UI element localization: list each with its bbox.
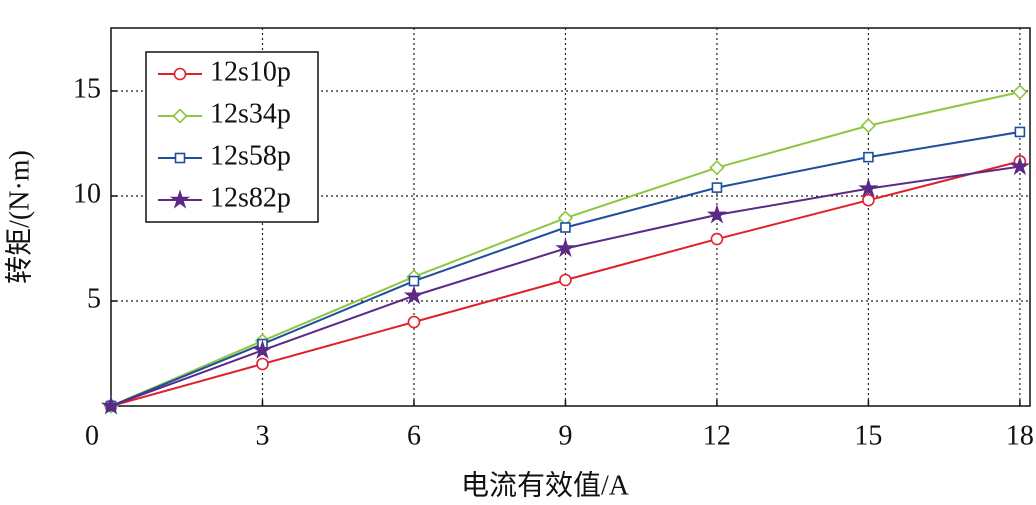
marker	[862, 193, 875, 207]
marker	[860, 118, 877, 134]
plot-frame	[110, 27, 1031, 407]
x-tick-label: 0	[85, 420, 99, 451]
y-tick-label: 15	[73, 73, 101, 104]
marker	[408, 275, 420, 287]
marker	[555, 237, 576, 258]
marker	[858, 178, 879, 198]
legend-label: 12s10p	[210, 56, 291, 87]
x-tick-label: 12	[703, 420, 731, 451]
marker	[1014, 126, 1026, 138]
marker	[1009, 155, 1031, 176]
legend-marker	[169, 189, 191, 209]
marker	[407, 315, 421, 329]
marker	[100, 395, 122, 415]
legend-marker	[173, 67, 187, 81]
x-axis-label: 电流有效值/A	[461, 469, 630, 501]
marker	[252, 339, 273, 359]
x-tick-label: 15	[854, 420, 882, 451]
marker	[710, 232, 724, 246]
y-tick-label: 10	[73, 178, 101, 209]
marker	[403, 285, 425, 305]
x-tick-label: 3	[255, 420, 269, 451]
marker	[559, 273, 572, 287]
marker	[560, 222, 571, 233]
marker	[863, 151, 874, 163]
legend-label: 12s58p	[210, 140, 291, 171]
y-axis-label: 转矩/(N·m)	[3, 150, 35, 284]
legend-marker	[172, 108, 188, 124]
legend-label: 12s82p	[210, 182, 291, 213]
x-tick-label: 9	[558, 420, 572, 451]
legend-label: 12s34p	[210, 98, 291, 129]
legend-marker	[174, 152, 186, 164]
marker	[711, 182, 723, 193]
marker	[709, 160, 725, 176]
marker	[256, 357, 269, 371]
marker	[706, 204, 728, 224]
legend-box	[145, 51, 319, 223]
x-tick-label: 18	[1006, 420, 1034, 451]
marker	[1012, 84, 1028, 100]
x-tick-label: 6	[407, 420, 421, 451]
y-tick-label: 5	[87, 283, 101, 314]
